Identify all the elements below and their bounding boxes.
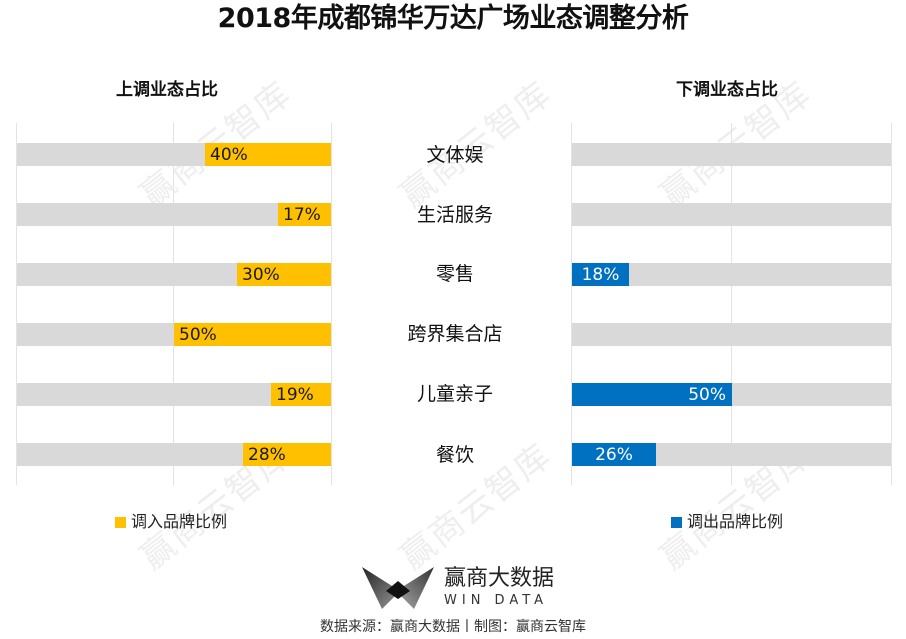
chart-title: 2018年成都锦华万达广场业态调整分析 <box>217 3 689 34</box>
left-gridline-right <box>331 123 332 485</box>
bar-row <box>572 203 891 226</box>
watermark: 赢商云智库 <box>392 73 560 216</box>
category-label: 餐饮 <box>435 444 474 466</box>
left-axis-line <box>16 123 17 485</box>
bar-row: 40% <box>17 143 331 166</box>
bar-up: 28% <box>243 443 331 466</box>
bar-up: 19% <box>271 383 331 406</box>
right-panel-heading: 下调业态占比 <box>676 80 778 100</box>
bar-row: 30% <box>17 263 331 286</box>
category-label: 零售 <box>435 263 474 285</box>
bar-row: 17% <box>17 203 331 226</box>
bar-value-label: 50% <box>179 325 217 345</box>
bar-up: 17% <box>278 203 331 226</box>
bar-up: 40% <box>205 143 331 166</box>
bar-down: 26% <box>572 443 656 466</box>
logo-name: 赢商大数据 <box>444 566 555 591</box>
bar-value-label: 26% <box>595 445 633 465</box>
bar-up: 50% <box>174 323 331 346</box>
right-gridline <box>731 123 732 485</box>
bar-value-label: 40% <box>210 145 248 165</box>
bar-down: 50% <box>572 383 732 406</box>
legend-down: 调出品牌比例 <box>671 512 783 532</box>
bar-row: 28% <box>17 443 331 466</box>
bar-value-label: 18% <box>581 265 620 285</box>
category-label: 生活服务 <box>416 204 493 226</box>
source-note: 数据来源：赢商大数据丨制图：赢商云智库 <box>320 619 586 635</box>
bar-row: 50% <box>17 323 331 346</box>
windata-logo-icon <box>360 565 436 610</box>
category-label: 跨界集合店 <box>407 323 503 345</box>
bar-value-label: 50% <box>688 385 726 405</box>
left-panel-heading: 上调业态占比 <box>116 80 218 100</box>
category-label: 儿童亲子 <box>416 383 493 405</box>
right-gridline-right <box>891 123 892 485</box>
bar-down: 18% <box>572 263 629 286</box>
bar-row <box>572 323 891 346</box>
bar-value-label: 28% <box>248 445 286 465</box>
bar-row: 50% <box>572 383 891 406</box>
left-gridline <box>173 123 174 485</box>
bar-value-label: 17% <box>283 205 321 225</box>
legend-swatch-blue <box>671 516 682 528</box>
bar-row: 26% <box>572 443 891 466</box>
bar-up: 30% <box>237 263 331 286</box>
logo-subtitle: WIN DATA <box>444 593 549 608</box>
bar-row <box>572 143 891 166</box>
bar-row: 19% <box>17 383 331 406</box>
legend-swatch-yellow <box>115 516 126 528</box>
category-label: 文体娱 <box>426 144 484 166</box>
bar-value-label: 19% <box>276 385 314 405</box>
right-axis-line <box>571 123 572 485</box>
legend-label: 调入品牌比例 <box>131 512 228 531</box>
bar-value-label: 30% <box>242 265 280 285</box>
bar-row: 18% <box>572 263 891 286</box>
legend-label: 调出品牌比例 <box>687 512 784 531</box>
legend-up: 调入品牌比例 <box>115 512 227 532</box>
